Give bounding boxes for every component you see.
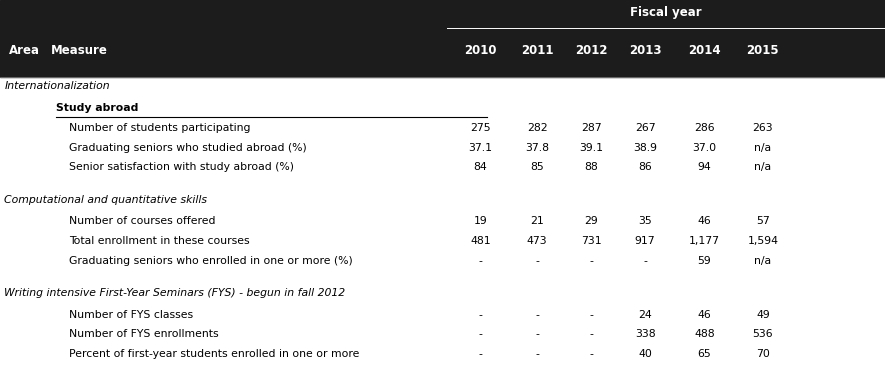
Text: -: -	[479, 256, 482, 266]
Text: 35: 35	[638, 216, 652, 226]
Text: 19: 19	[473, 216, 488, 226]
Text: 24: 24	[638, 310, 652, 320]
Text: -: -	[589, 256, 593, 266]
Text: Study abroad: Study abroad	[56, 103, 138, 113]
Text: Number of courses offered: Number of courses offered	[69, 216, 216, 226]
Text: 29: 29	[584, 216, 598, 226]
Text: Number of students participating: Number of students participating	[69, 123, 250, 133]
Text: 70: 70	[756, 349, 770, 359]
Text: n/a: n/a	[754, 162, 772, 172]
Text: -: -	[589, 330, 593, 339]
Text: 37.1: 37.1	[468, 142, 493, 153]
Text: 85: 85	[530, 162, 544, 172]
Text: 59: 59	[697, 256, 712, 266]
Text: 338: 338	[635, 330, 656, 339]
Text: 282: 282	[527, 123, 548, 133]
Text: Computational and quantitative skills: Computational and quantitative skills	[4, 195, 207, 205]
Text: 917: 917	[635, 236, 656, 246]
Text: 275: 275	[470, 123, 491, 133]
Text: 488: 488	[694, 330, 715, 339]
Text: -: -	[479, 349, 482, 359]
Text: 84: 84	[473, 162, 488, 172]
Text: Senior satisfaction with study abroad (%): Senior satisfaction with study abroad (%…	[69, 162, 294, 172]
Text: 286: 286	[694, 123, 715, 133]
Text: 263: 263	[752, 123, 773, 133]
Text: -: -	[479, 310, 482, 320]
Text: -: -	[589, 310, 593, 320]
Text: 38.9: 38.9	[633, 142, 658, 153]
Text: -: -	[479, 330, 482, 339]
Text: Measure: Measure	[51, 44, 108, 57]
Text: 731: 731	[581, 236, 602, 246]
Text: Graduating seniors who studied abroad (%): Graduating seniors who studied abroad (%…	[69, 142, 307, 153]
Text: 473: 473	[527, 236, 548, 246]
Text: 1,594: 1,594	[747, 236, 779, 246]
Text: Area: Area	[9, 44, 40, 57]
Text: 2015: 2015	[747, 44, 779, 57]
Text: -: -	[535, 349, 539, 359]
Text: Fiscal year: Fiscal year	[630, 6, 702, 18]
Text: Number of FYS enrollments: Number of FYS enrollments	[69, 330, 219, 339]
Text: 2011: 2011	[521, 44, 553, 57]
Text: n/a: n/a	[754, 142, 772, 153]
Text: 37.0: 37.0	[692, 142, 717, 153]
Text: 2012: 2012	[575, 44, 607, 57]
Text: 94: 94	[697, 162, 712, 172]
Text: 65: 65	[697, 349, 712, 359]
Text: 88: 88	[584, 162, 598, 172]
Text: 481: 481	[470, 236, 491, 246]
Text: 2010: 2010	[465, 44, 496, 57]
Text: -: -	[535, 310, 539, 320]
Text: Graduating seniors who enrolled in one or more (%): Graduating seniors who enrolled in one o…	[69, 256, 353, 266]
Text: 267: 267	[635, 123, 656, 133]
Text: -: -	[589, 349, 593, 359]
Text: Internationalization: Internationalization	[4, 81, 110, 91]
Text: 2014: 2014	[689, 44, 720, 57]
Text: 49: 49	[756, 310, 770, 320]
Text: 2013: 2013	[629, 44, 661, 57]
Text: 21: 21	[530, 216, 544, 226]
Bar	[0, 35, 885, 77]
Text: -: -	[535, 330, 539, 339]
Text: 1,177: 1,177	[689, 236, 720, 246]
Text: Number of FYS classes: Number of FYS classes	[69, 310, 193, 320]
Text: 46: 46	[697, 310, 712, 320]
Text: Total enrollment in these courses: Total enrollment in these courses	[69, 236, 250, 246]
Text: 86: 86	[638, 162, 652, 172]
Text: -: -	[535, 256, 539, 266]
Text: -: -	[643, 256, 647, 266]
Text: n/a: n/a	[754, 256, 772, 266]
Text: 40: 40	[638, 349, 652, 359]
Text: 39.1: 39.1	[579, 142, 604, 153]
Text: 536: 536	[752, 330, 773, 339]
Text: 287: 287	[581, 123, 602, 133]
Text: Writing intensive First-Year Seminars (FYS) - begun in fall 2012: Writing intensive First-Year Seminars (F…	[4, 288, 345, 298]
Text: 57: 57	[756, 216, 770, 226]
Text: Percent of first-year students enrolled in one or more: Percent of first-year students enrolled …	[69, 349, 359, 359]
Bar	[0, 0, 885, 35]
Text: 37.8: 37.8	[525, 142, 550, 153]
Text: 46: 46	[697, 216, 712, 226]
